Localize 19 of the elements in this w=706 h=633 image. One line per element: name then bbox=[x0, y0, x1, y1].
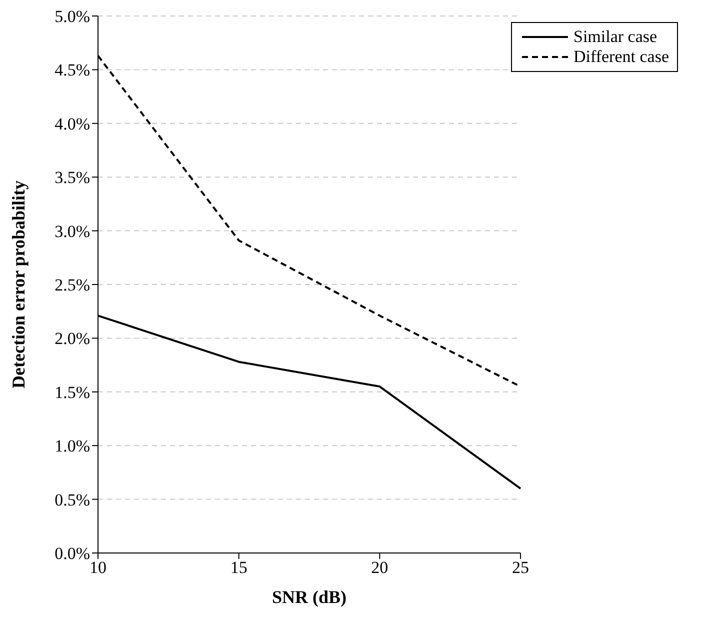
y-tick-label: 5.0% bbox=[54, 7, 90, 26]
x-tick-label: 10 bbox=[90, 558, 106, 578]
y-tick-label: 2.0% bbox=[54, 329, 90, 348]
y-tick-label: 4.0% bbox=[54, 114, 90, 134]
y-tick-label: 3.0% bbox=[54, 222, 90, 241]
legend-label: Different case bbox=[574, 47, 669, 67]
y-tick-label: 1.0% bbox=[54, 436, 90, 456]
y-axis-title: Detection error probability bbox=[8, 180, 28, 388]
y-tick-label: 0.0% bbox=[54, 544, 90, 564]
y-tick-label: 0.5% bbox=[54, 490, 90, 510]
y-tick-label: 1.5% bbox=[54, 382, 90, 402]
y-tick-label: 3.5% bbox=[54, 168, 90, 188]
legend-label: Similar case bbox=[574, 27, 658, 47]
y-tick-label: 2.5% bbox=[54, 276, 90, 295]
x-axis-title: SNR (dB) bbox=[272, 587, 347, 607]
x-tick-label: 25 bbox=[512, 558, 529, 578]
y-tick-label: 4.5% bbox=[54, 60, 90, 80]
x-tick-label: 15 bbox=[230, 558, 248, 578]
x-tick-label: 20 bbox=[371, 558, 388, 578]
